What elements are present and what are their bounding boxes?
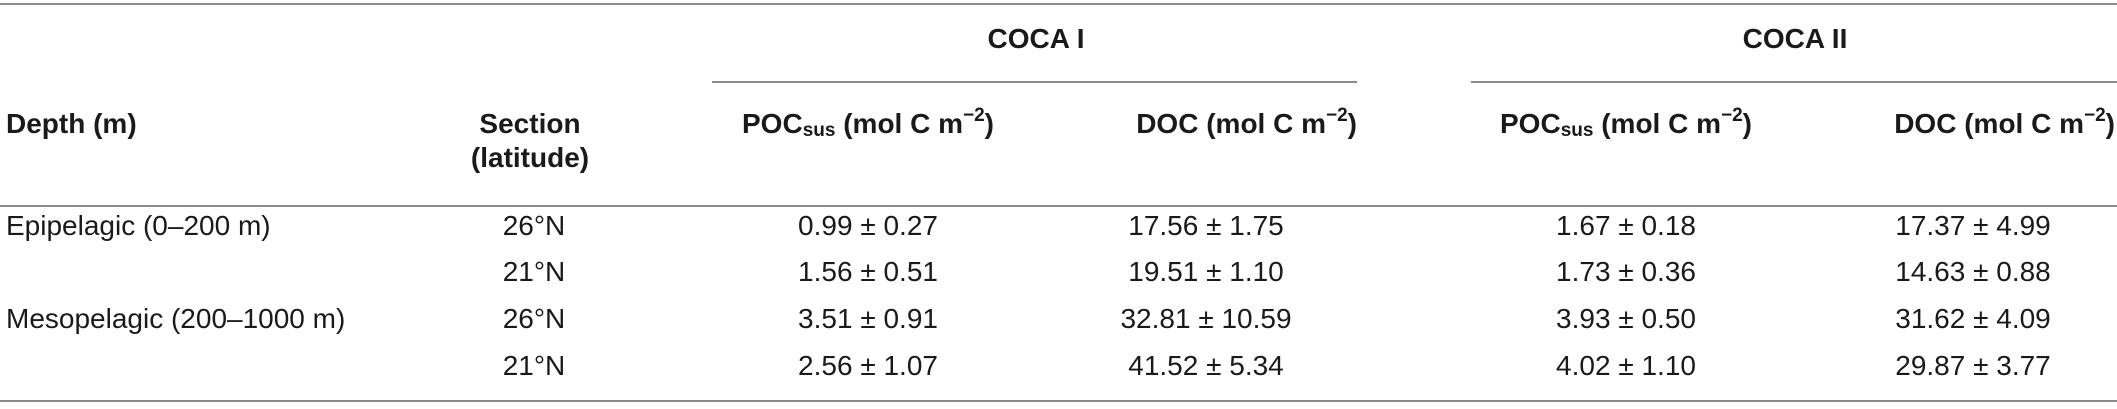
row2-section: 21°N <box>502 256 566 287</box>
group-header-coca1: COCA I <box>987 23 1085 54</box>
row2-coca1-doc: 19.51 ± 1.10 <box>1128 256 1284 287</box>
row2-coca1-poc: 1.56 ± 0.51 <box>798 256 938 287</box>
table-top-rule <box>0 3 2117 5</box>
header-unit: (mol C m <box>1198 108 1326 139</box>
header-subscript: sus <box>802 120 836 141</box>
row2-coca2-doc: 14.63 ± 0.88 <box>1895 256 2051 287</box>
header-base: DOC <box>1894 108 1957 139</box>
header-unit: (mol C m <box>835 108 963 139</box>
coca2-group-rule <box>1471 81 2117 83</box>
col-header-coca1-doc: DOC (mol C m−2) <box>1136 105 1357 141</box>
header-base: POC <box>1500 108 1561 139</box>
header-superscript: −2 <box>2084 105 2106 126</box>
col-header-section-line1: Section <box>479 108 581 139</box>
row1-depth: Epipelagic (0–200 m) <box>6 210 271 241</box>
row1-section: 26°N <box>502 210 566 241</box>
row4-section: 21°N <box>502 350 566 381</box>
row3-section: 26°N <box>502 303 566 334</box>
row3-coca1-doc: 32.81 ± 10.59 <box>1120 303 1292 334</box>
col-header-coca2-doc: DOC (mol C m−2) <box>1894 105 2115 141</box>
header-base: POC <box>742 108 803 139</box>
coca1-group-rule <box>712 81 1357 83</box>
row4-coca1-poc: 2.56 ± 1.07 <box>798 350 938 381</box>
header-close: ) <box>984 108 994 139</box>
row1-coca1-doc: 17.56 ± 1.75 <box>1128 210 1284 241</box>
col-header-depth: Depth (m) <box>6 108 137 139</box>
table-header-rule <box>0 205 2117 207</box>
header-unit: (mol C m <box>1956 108 2084 139</box>
row3-coca1-poc: 3.51 ± 0.91 <box>798 303 938 334</box>
header-close: ) <box>1347 108 1357 139</box>
header-superscript: −2 <box>963 105 985 126</box>
row3-coca2-poc: 3.93 ± 0.50 <box>1556 303 1696 334</box>
table-bottom-rule <box>0 400 2117 402</box>
header-base: DOC <box>1136 108 1199 139</box>
header-close: ) <box>2105 108 2115 139</box>
header-unit: (mol C m <box>1593 108 1721 139</box>
group-header-coca2: COCA II <box>1742 23 1848 54</box>
col-header-section-line2: (latitude) <box>470 142 590 173</box>
row3-coca2-doc: 31.62 ± 4.09 <box>1895 303 2051 334</box>
header-close: ) <box>1742 108 1752 139</box>
row1-coca1-poc: 0.99 ± 0.27 <box>798 210 938 241</box>
row3-depth: Mesopelagic (200–1000 m) <box>6 303 346 334</box>
row4-coca2-doc: 29.87 ± 3.77 <box>1895 350 2051 381</box>
col-header-section: Section (latitude) <box>471 107 589 175</box>
row4-coca1-doc: 41.52 ± 5.34 <box>1128 350 1284 381</box>
row4-coca2-poc: 4.02 ± 1.10 <box>1556 350 1696 381</box>
col-header-coca2-poc: POCsus (mol C m−2) <box>1500 105 1752 141</box>
row1-coca2-poc: 1.67 ± 0.18 <box>1556 210 1696 241</box>
header-subscript: sus <box>1560 120 1594 141</box>
header-superscript: −2 <box>1326 105 1348 126</box>
header-superscript: −2 <box>1721 105 1743 126</box>
col-header-coca1-poc: POCsus (mol C m−2) <box>742 105 994 141</box>
row2-coca2-poc: 1.73 ± 0.36 <box>1556 256 1696 287</box>
row1-coca2-doc: 17.37 ± 4.99 <box>1895 210 2051 241</box>
